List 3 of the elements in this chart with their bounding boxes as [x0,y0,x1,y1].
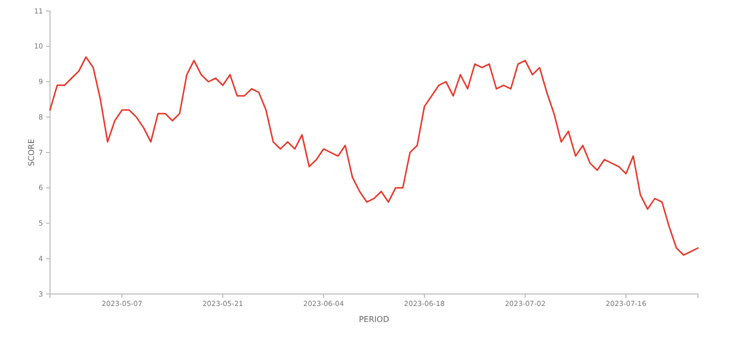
y-axis-title: SCORE [27,138,36,166]
x-axis-title: PERIOD [358,315,390,324]
line-series [49,56,699,256]
